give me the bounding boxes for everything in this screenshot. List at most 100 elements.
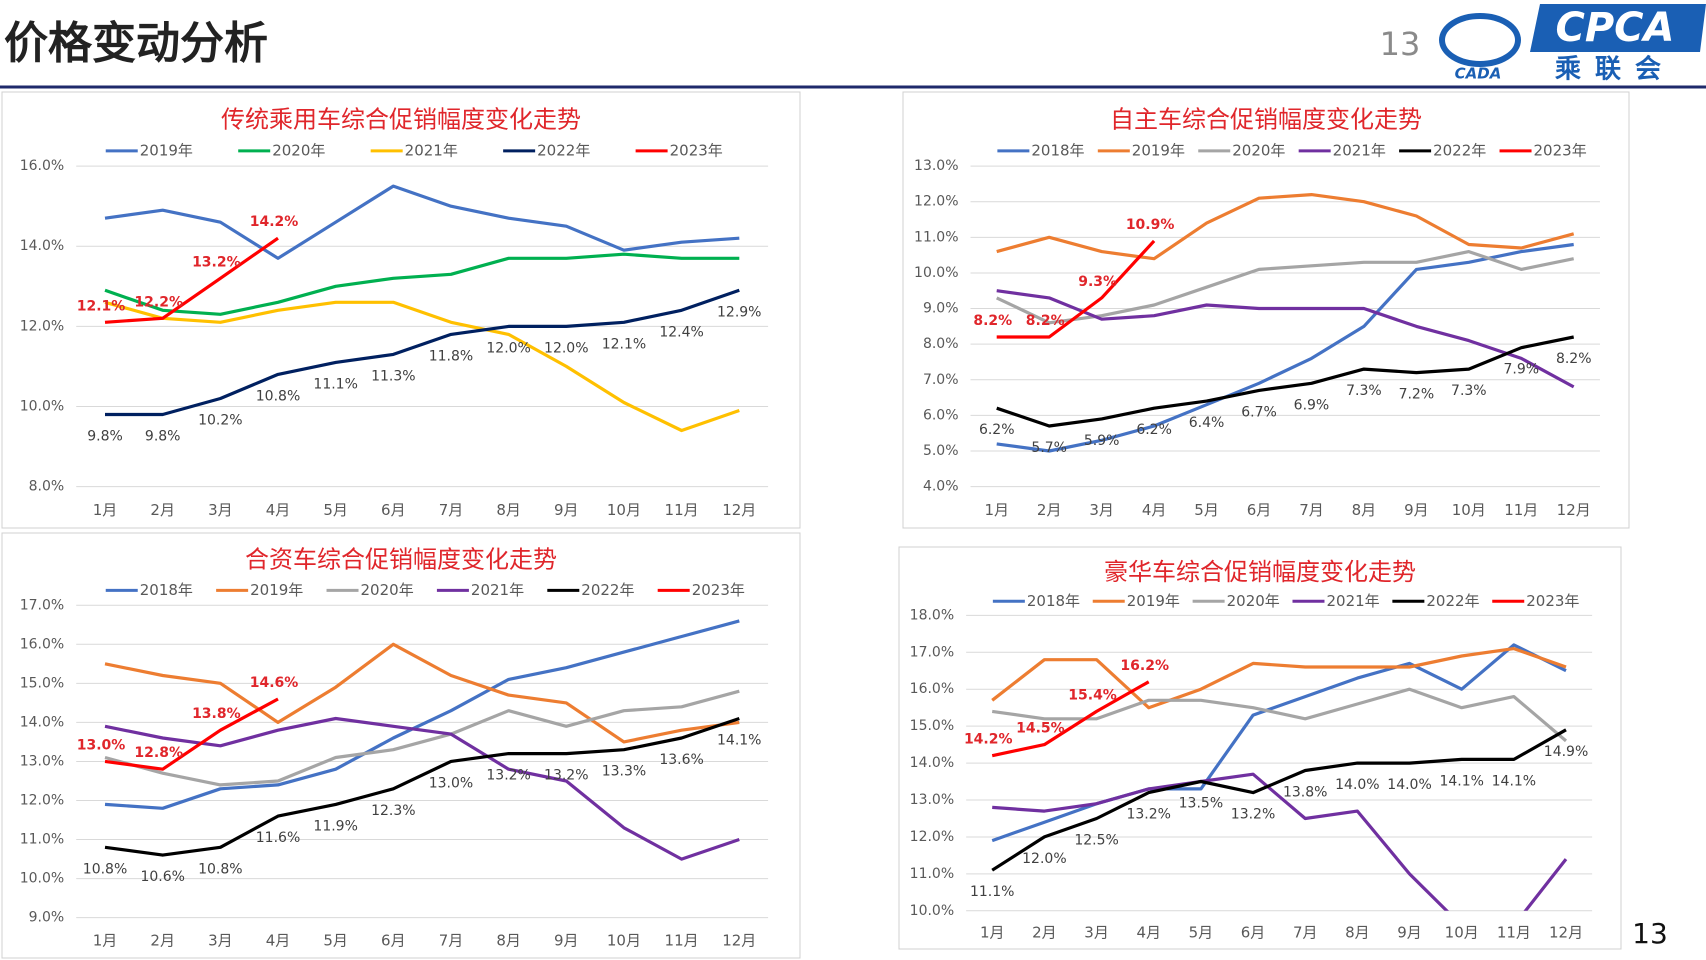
series-line (996, 335, 1575, 428)
chart-title: 豪华车综合促销幅度变化走势 (1104, 558, 1416, 586)
data-label: 13.5% (1179, 796, 1223, 812)
x-tick-label: 2月 (150, 932, 175, 950)
series-line (996, 239, 1156, 339)
data-label: 13.6% (659, 752, 703, 768)
series-line (991, 647, 1567, 710)
series-line (991, 680, 1150, 758)
legend-label: 2020年 (272, 141, 325, 159)
x-tick-label: 4月 (1136, 923, 1161, 941)
x-tick-label: 4月 (1142, 501, 1167, 519)
data-label: 12.4% (659, 324, 703, 340)
chart-title: 传统乘用车综合促销幅度变化走势 (221, 105, 581, 133)
data-label: 12.0% (544, 340, 588, 356)
y-tick-label: 11.0% (20, 832, 64, 848)
data-label: 11.1% (313, 376, 357, 392)
legend-label: 2018年 (140, 581, 193, 599)
data-label: 13.0% (77, 737, 126, 753)
y-tick-label: 14.0% (20, 714, 64, 730)
x-tick-label: 7月 (439, 501, 464, 519)
data-label: 14.2% (250, 214, 299, 230)
y-tick-label: 10.0% (910, 903, 954, 919)
y-tick-label: 5.0% (923, 443, 959, 459)
legend-label: 2021年 (1326, 592, 1379, 610)
data-label: 13.0% (429, 775, 473, 791)
legend-label: 2023年 (1526, 592, 1579, 610)
slide-title: 价格变动分析 (4, 18, 268, 69)
y-tick-label: 16.0% (20, 636, 64, 652)
y-tick-label: 12.0% (910, 829, 954, 845)
data-label: 5.9% (1084, 433, 1120, 449)
data-label: 12.0% (486, 340, 530, 356)
x-tick-label: 5月 (1189, 923, 1214, 941)
legend-label: 2019年 (250, 581, 303, 599)
data-label: 10.8% (198, 861, 242, 877)
x-tick-label: 3月 (1089, 501, 1114, 519)
data-label: 13.8% (1283, 784, 1327, 800)
x-tick-label: 5月 (1194, 501, 1219, 519)
data-label: 6.2% (979, 422, 1015, 438)
data-label: 14.0% (1335, 777, 1379, 793)
x-tick-label: 9月 (554, 932, 579, 950)
x-tick-label: 2月 (150, 501, 175, 519)
series-line (996, 289, 1575, 389)
legend-label: 2022年 (537, 141, 590, 159)
y-tick-label: 4.0% (923, 479, 959, 495)
chart-title: 自主车综合促销幅度变化走势 (1110, 105, 1422, 133)
logo-right: CPCA (1556, 5, 1675, 51)
y-tick-label: 10.0% (20, 398, 64, 414)
x-tick-label: 8月 (1345, 923, 1370, 941)
x-tick-label: 12月 (722, 501, 756, 519)
data-label: 14.1% (1492, 773, 1536, 789)
y-tick-label: 17.0% (20, 597, 64, 613)
data-label: 12.8% (134, 745, 183, 761)
x-tick-label: 6月 (381, 932, 406, 950)
y-tick-label: 10.0% (20, 871, 64, 887)
x-tick-label: 7月 (439, 932, 464, 950)
y-tick-label: 12.0% (20, 318, 64, 334)
x-tick-label: 1月 (93, 501, 118, 519)
data-label: 8.2% (1556, 351, 1592, 367)
data-label: 10.9% (1126, 217, 1175, 233)
page-number: 13 (1380, 25, 1421, 63)
x-tick-label: 11月 (665, 932, 699, 950)
logo-mark (1439, 13, 1521, 67)
footer-page: 13 (1632, 917, 1668, 950)
y-tick-label: 6.0% (923, 407, 959, 423)
data-label: 14.9% (1544, 744, 1588, 760)
x-tick-label: 7月 (1293, 923, 1318, 941)
x-tick-label: 9月 (1404, 501, 1429, 519)
x-tick-label: 11月 (1497, 923, 1531, 941)
logo-sub: 乘联会 (1554, 55, 1675, 85)
series-line (991, 643, 1567, 843)
series-line (104, 236, 279, 324)
data-label: 13.2% (1126, 807, 1170, 823)
legend-label: 2020年 (1227, 592, 1280, 610)
x-tick-label: 12月 (722, 932, 756, 950)
series-line (104, 716, 740, 861)
y-tick-label: 14.0% (910, 755, 954, 771)
y-tick-label: 7.0% (923, 372, 959, 388)
legend-label: 2023年 (692, 581, 745, 599)
x-tick-label: 11月 (1504, 501, 1538, 519)
x-tick-label: 7月 (1299, 501, 1324, 519)
data-label: 14.6% (250, 675, 299, 691)
data-label: 12.1% (602, 336, 646, 352)
y-tick-label: 18.0% (910, 607, 954, 623)
data-label: 6.2% (1136, 422, 1172, 438)
data-label: 8.2% (973, 313, 1012, 329)
x-tick-label: 2月 (1032, 923, 1057, 941)
logo-band (1530, 4, 1706, 52)
legend-label: 2023年 (1534, 141, 1587, 159)
y-tick-label: 15.0% (910, 718, 954, 734)
chart-panel (898, 546, 1622, 950)
data-label: 7.2% (1399, 387, 1435, 403)
x-tick-label: 8月 (496, 932, 521, 950)
data-label: 5.7% (1031, 440, 1067, 456)
data-label: 9.3% (1078, 274, 1117, 290)
y-tick-label: 17.0% (910, 644, 954, 660)
x-tick-label: 10月 (607, 932, 641, 950)
x-tick-label: 8月 (496, 501, 521, 519)
x-tick-label: 9月 (554, 501, 579, 519)
x-tick-label: 3月 (1084, 923, 1109, 941)
